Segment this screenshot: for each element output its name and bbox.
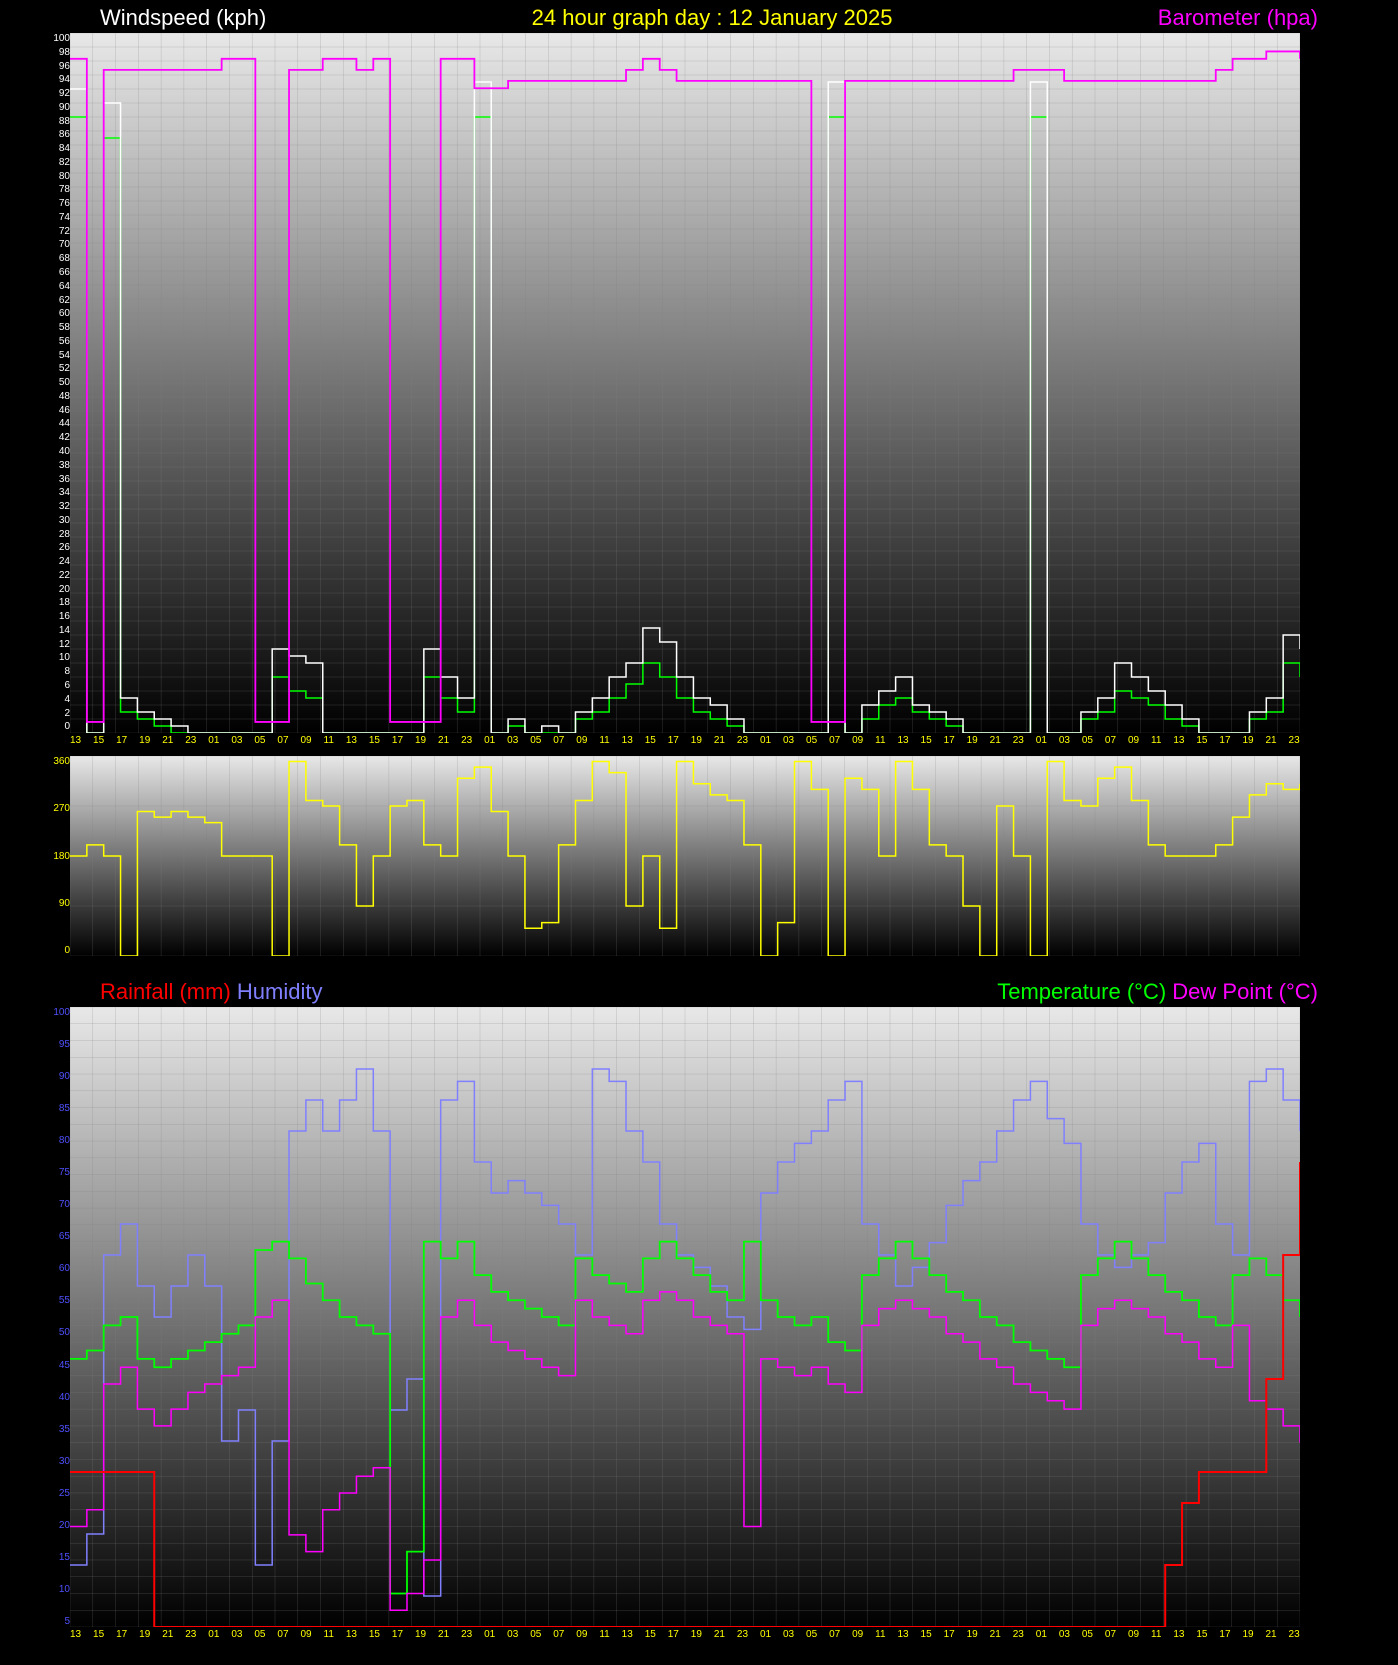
rainfall-label: Rainfall (mm) <box>100 979 231 1004</box>
windspeed-label: Windspeed (kph) <box>100 5 266 31</box>
chart3-svg <box>70 1007 1300 1627</box>
rainfall-humidity-labels: Rainfall (mm) Humidity <box>100 979 323 1005</box>
temp-dew-labels: Temperature (°C) Dew Point (°C) <box>997 979 1318 1005</box>
header-row-2: Rainfall (mm) Humidity Temperature (°C) … <box>0 974 1398 1007</box>
chart1-x-axis: 1315171921230103050709111315171921230103… <box>70 733 1300 748</box>
chart1-svg <box>70 33 1300 733</box>
chart2-plot <box>70 756 1300 956</box>
chart1-y-axis-left: 1009896949290888684828078767472706866646… <box>0 33 74 733</box>
barometer-label: Barometer (hpa) <box>1158 5 1318 31</box>
chart-windspeed-barometer: 1009896949290888684828078767472706866646… <box>0 33 1398 748</box>
humidity-label: Humidity <box>237 979 323 1004</box>
chart-temp-humidity: 20181614121086420 1009590858075706560555… <box>0 1007 1398 1642</box>
weather-dashboard: Windspeed (kph) 24 hour graph day : 12 J… <box>0 0 1398 1642</box>
header-row-1: Windspeed (kph) 24 hour graph day : 12 J… <box>0 0 1398 33</box>
chart-winddir: 360270180900 NWSEN <box>0 756 1398 956</box>
chart2-svg <box>70 756 1300 956</box>
chart3-x-axis: 1315171921230103050709111315171921230103… <box>70 1627 1300 1642</box>
chart3-plot <box>70 1007 1300 1627</box>
chart2-y-axis-left: 360270180900 <box>0 756 74 956</box>
temperature-label: Temperature (°C) <box>997 979 1166 1004</box>
chart3-y-axis-humid: 1009590858075706560555045403530252015105 <box>0 1007 74 1627</box>
page-title: 24 hour graph day : 12 January 2025 <box>532 5 893 31</box>
dewpoint-label: Dew Point (°C) <box>1172 979 1318 1004</box>
chart1-plot <box>70 33 1300 733</box>
